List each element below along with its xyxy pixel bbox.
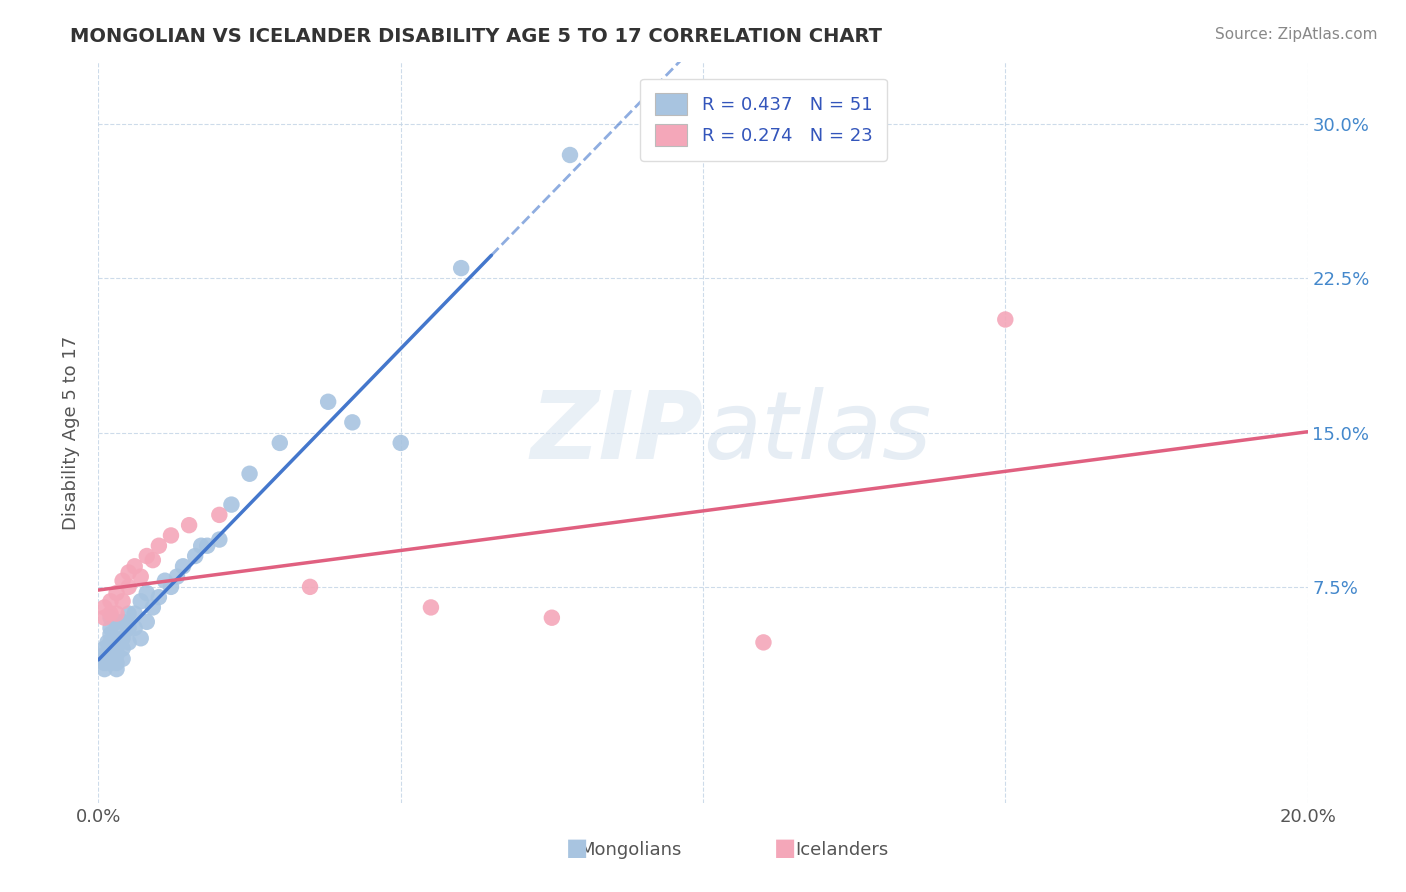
Point [105,586,128,600]
Point [269,436,291,450]
Point [135,549,157,563]
Point [105,648,128,662]
Point [342,415,364,429]
Point [166,569,188,583]
Text: ■: ■ [775,837,796,861]
Point [420,600,443,615]
Point [93,648,115,662]
Text: ■: ■ [567,837,589,861]
Point [129,569,152,583]
Point [100,656,122,670]
Point [752,635,775,649]
Point [239,467,262,481]
Point [148,590,170,604]
Point [100,646,122,660]
Point [105,656,128,670]
Point [129,594,152,608]
Point [118,621,141,635]
Y-axis label: Disability Age 5 to 17: Disability Age 5 to 17 [62,335,80,530]
Point [129,632,152,646]
Point [389,436,412,450]
Text: ZIP: ZIP [530,386,703,479]
Point [135,586,157,600]
Point [450,261,472,276]
Point [100,627,122,641]
Point [96,652,118,666]
Point [316,394,339,409]
Point [142,600,165,615]
Point [124,621,146,635]
Point [195,539,218,553]
Point [93,600,115,615]
Point [160,528,183,542]
Point [118,607,141,621]
Text: atlas: atlas [703,387,931,478]
Point [118,580,141,594]
Point [105,627,128,641]
Point [208,533,231,547]
Point [299,580,322,594]
Point [93,641,115,656]
Legend: R = 0.437   N = 51, R = 0.274   N = 23: R = 0.437 N = 51, R = 0.274 N = 23 [640,78,887,161]
Point [111,652,134,666]
Point [184,549,207,563]
Point [172,559,194,574]
Text: MONGOLIAN VS ICELANDER DISABILITY AGE 5 TO 17 CORRELATION CHART: MONGOLIAN VS ICELANDER DISABILITY AGE 5 … [70,27,883,45]
Point [558,148,581,162]
Point [100,611,122,625]
Point [96,635,118,649]
Point [111,594,134,608]
Point [118,566,141,580]
Point [93,611,115,625]
Point [221,498,243,512]
Text: Mongolians: Mongolians [579,840,682,859]
Point [124,559,146,574]
Point [135,615,157,629]
Point [208,508,231,522]
Point [105,607,128,621]
Point [111,615,134,629]
Point [540,611,562,625]
Point [105,641,128,656]
Point [148,539,170,553]
Text: Icelanders: Icelanders [796,840,889,859]
Point [100,635,122,649]
Point [111,632,134,646]
Point [111,574,134,588]
Point [105,635,128,649]
Point [142,553,165,567]
Point [153,574,176,588]
Point [90,652,112,666]
Point [118,635,141,649]
Point [111,641,134,656]
Text: Source: ZipAtlas.com: Source: ZipAtlas.com [1215,27,1378,42]
Point [93,662,115,676]
Point [160,580,183,594]
Point [179,518,201,533]
Point [105,662,128,676]
Point [994,312,1017,326]
Point [100,607,122,621]
Point [93,656,115,670]
Point [190,539,212,553]
Point [124,607,146,621]
Point [105,615,128,629]
Point [100,594,122,608]
Point [100,621,122,635]
